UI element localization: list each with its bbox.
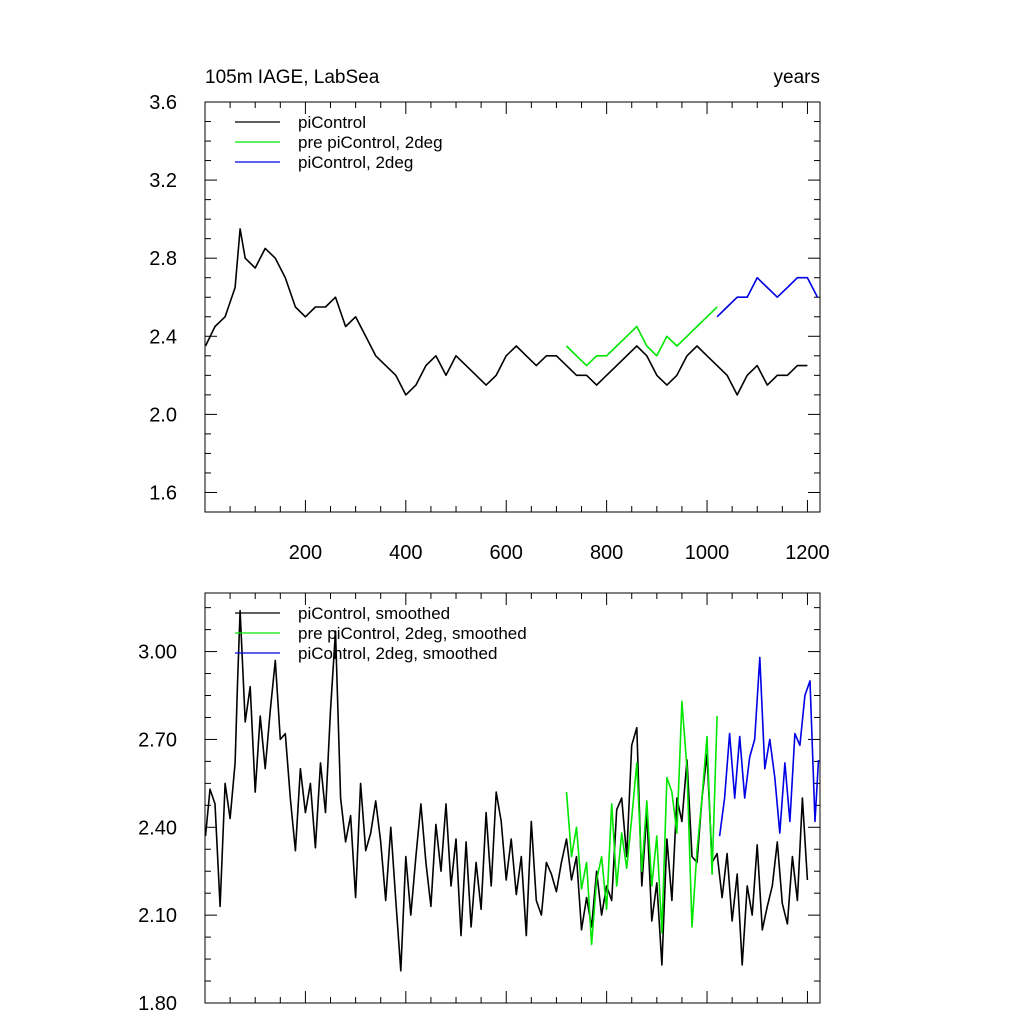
legend-label: pre piControl, 2deg, smoothed <box>298 624 527 643</box>
chart-title-right: years <box>774 67 820 88</box>
series-line-pre-picontrol-2deg-smoothed <box>565 700 718 946</box>
y-tick-label: 1.6 <box>149 482 177 504</box>
legend-label: pre piControl, 2deg <box>298 133 443 152</box>
legend-label: piControl, 2deg, smoothed <box>298 644 497 663</box>
legend-label: piControl <box>298 113 366 132</box>
legend-label: piControl, smoothed <box>298 604 450 623</box>
x-tick-label: 200 <box>289 542 322 564</box>
y-tick-label: 3.6 <box>149 92 177 114</box>
plot-frame <box>204 101 821 513</box>
y-tick-label: 1.80 <box>138 993 177 1015</box>
top-panel: 1.6 2.0 2.4 2.8 3.2 3.6 200 400 600 800 1000 1200 10… <box>149 67 830 564</box>
plot-frame <box>204 592 821 1004</box>
series-line-picontrol-smoothed <box>204 609 809 972</box>
y-tick-label: 3.00 <box>138 642 177 664</box>
y-tick-label: 2.8 <box>149 248 177 270</box>
series-line-picontrol-2deg-smoothed <box>718 656 820 837</box>
y-tick-label: 2.4 <box>149 326 177 348</box>
x-tick-label: 400 <box>389 542 422 564</box>
y-tick-label: 2.70 <box>138 729 177 751</box>
y-tick-label: 3.2 <box>149 170 177 192</box>
x-tick-label: 1000 <box>685 542 730 564</box>
series-line-picontrol-2deg <box>716 276 819 318</box>
series-line-pre-picontrol-2deg <box>565 306 718 367</box>
x-tick-label: 1200 <box>785 542 830 564</box>
y-tick-label: 2.0 <box>149 404 177 426</box>
y-tick-label: 2.40 <box>138 817 177 839</box>
x-tick-label: 800 <box>590 542 623 564</box>
chart-title: 105m IAGE, LabSea <box>205 67 380 88</box>
x-tick-label: 600 <box>490 542 523 564</box>
y-tick-label: 2.10 <box>138 905 177 927</box>
series-line-picontrol <box>204 228 808 396</box>
legend-label: piControl, 2deg <box>298 153 413 172</box>
